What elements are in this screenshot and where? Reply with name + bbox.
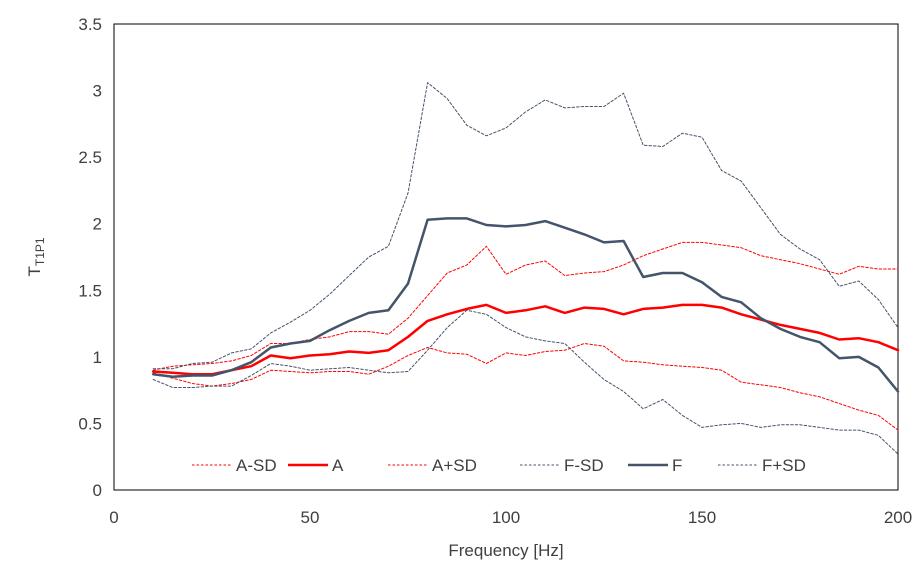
y-tick-label: 0.5 [78, 414, 102, 433]
x-tick-label: 50 [301, 508, 320, 527]
plot-frame [113, 23, 899, 491]
x-tick-label: 100 [492, 508, 520, 527]
y-axis-title-main: T [25, 266, 44, 276]
legend: A-SD A A+SD F-SD F F+SD [192, 456, 806, 475]
x-tick-label: 0 [109, 508, 118, 527]
x-axis: 0 50 100 150 200 [109, 508, 912, 527]
legend-label: A-SD [236, 456, 277, 475]
y-tick-label: 2 [93, 215, 102, 234]
series-line-a [151, 303, 900, 376]
series-layer [151, 82, 900, 455]
y-tick-label: 0 [93, 481, 102, 500]
series-line-f [151, 217, 900, 393]
series-line-a-sd [152, 343, 899, 431]
x-axis-title: Frequency [Hz] [448, 541, 563, 560]
series-line-f-sd [152, 309, 899, 455]
series-line-a-plus-sd [152, 241, 899, 371]
x-tick-label: 150 [688, 508, 716, 527]
y-tick-label: 3 [93, 82, 102, 101]
series-line-f-plus-sd [152, 82, 899, 370]
y-axis-title: TT1P1 [25, 237, 47, 276]
legend-label: A [332, 456, 344, 475]
legend-label: F-SD [564, 456, 604, 475]
legend-label: A+SD [432, 456, 477, 475]
x-tick-label: 200 [884, 508, 912, 527]
legend-label: F+SD [762, 456, 806, 475]
y-tick-label: 1.5 [78, 281, 102, 300]
legend-label: F [672, 456, 682, 475]
y-tick-label: 1 [93, 348, 102, 367]
y-axis: 0 0.5 1 1.5 2 2.5 3 3.5 [78, 15, 102, 500]
y-tick-label: 3.5 [78, 15, 102, 34]
y-axis-title-subscript: T1P1 [33, 237, 47, 266]
y-tick-label: 2.5 [78, 148, 102, 167]
